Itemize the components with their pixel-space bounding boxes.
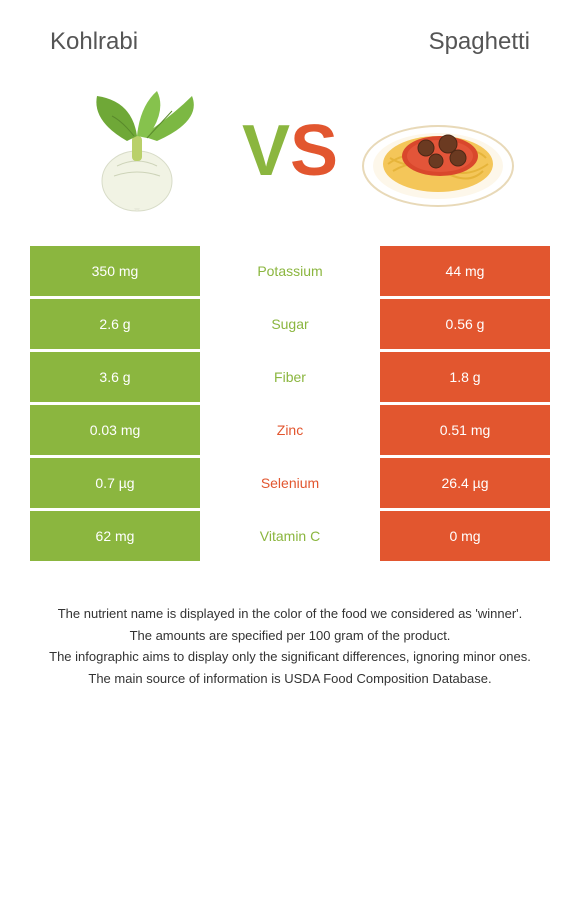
right-value: 44 mg <box>380 246 550 296</box>
table-row: 2.6 g Sugar 0.56 g <box>30 299 550 349</box>
header: Kohlrabi Spaghetti <box>0 0 580 66</box>
left-value: 350 mg <box>30 246 200 296</box>
right-value: 1.8 g <box>380 352 550 402</box>
table-row: 0.7 µg Selenium 26.4 µg <box>30 458 550 508</box>
footer-line: The amounts are specified per 100 gram o… <box>20 626 560 646</box>
nutrient-name: Potassium <box>200 246 380 296</box>
left-value: 3.6 g <box>30 352 200 402</box>
nutrient-name: Zinc <box>200 405 380 455</box>
left-food-title: Kohlrabi <box>50 28 138 56</box>
images-row: VS <box>0 66 580 246</box>
table-row: 350 mg Potassium 44 mg <box>30 246 550 296</box>
kohlrabi-image <box>62 86 222 216</box>
vs-s-letter: S <box>290 110 338 192</box>
nutrient-name: Selenium <box>200 458 380 508</box>
vs-v-letter: V <box>242 110 290 192</box>
right-food-title: Spaghetti <box>429 28 530 56</box>
page-container: Kohlrabi Spaghetti <box>0 0 580 688</box>
right-value: 26.4 µg <box>380 458 550 508</box>
right-value: 0 mg <box>380 511 550 561</box>
nutrient-name: Vitamin C <box>200 511 380 561</box>
footer-line: The infographic aims to display only the… <box>20 647 560 667</box>
right-value: 0.56 g <box>380 299 550 349</box>
footer-notes: The nutrient name is displayed in the co… <box>0 564 580 688</box>
left-value: 62 mg <box>30 511 200 561</box>
right-value: 0.51 mg <box>380 405 550 455</box>
footer-line: The nutrient name is displayed in the co… <box>20 604 560 624</box>
nutrient-table: 350 mg Potassium 44 mg 2.6 g Sugar 0.56 … <box>0 246 580 561</box>
left-value: 0.7 µg <box>30 458 200 508</box>
nutrient-name: Sugar <box>200 299 380 349</box>
table-row: 62 mg Vitamin C 0 mg <box>30 511 550 561</box>
left-value: 0.03 mg <box>30 405 200 455</box>
spaghetti-image <box>358 86 518 216</box>
table-row: 3.6 g Fiber 1.8 g <box>30 352 550 402</box>
left-value: 2.6 g <box>30 299 200 349</box>
nutrient-name: Fiber <box>200 352 380 402</box>
vs-label: VS <box>242 110 338 192</box>
footer-line: The main source of information is USDA F… <box>20 669 560 689</box>
table-row: 0.03 mg Zinc 0.51 mg <box>30 405 550 455</box>
